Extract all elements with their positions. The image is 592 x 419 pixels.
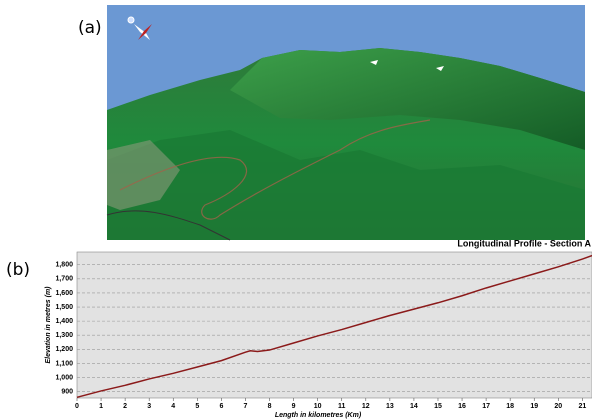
y-tick-label: 1,300 [55, 332, 73, 339]
figure: (a) (b) Longitudinal Profile - Section A… [0, 0, 592, 419]
terrain-image [107, 5, 585, 240]
y-tick-label: 1,200 [55, 346, 73, 353]
x-tick-label: 5 [195, 403, 199, 410]
x-tick-label: 11 [338, 403, 346, 410]
x-tick-label: 7 [244, 403, 248, 410]
y-tick-label: 1,700 [55, 276, 73, 283]
x-tick-label: 15 [434, 403, 442, 410]
y-tick-label: 900 [61, 388, 73, 395]
y-tick-label: 1,400 [55, 318, 73, 325]
x-tick-label: 4 [171, 403, 175, 410]
x-tick-label: 1 [99, 403, 103, 410]
x-axis-title: Length in kilometres (Km) [275, 412, 362, 419]
x-tick-label: 21 [578, 403, 586, 410]
panel-label: (a) [78, 18, 102, 38]
x-tick-label: 13 [386, 403, 394, 410]
x-tick-label: 6 [219, 403, 223, 410]
x-tick-label: 2 [123, 403, 127, 410]
x-tick-label: 17 [482, 403, 490, 410]
y-tick-label: 1,500 [55, 304, 73, 311]
chart-title: Longitudinal Profile - Section A [457, 238, 591, 248]
y-tick-label: 1,100 [55, 360, 73, 367]
x-tick-label: 9 [292, 403, 296, 410]
plot-area [77, 252, 592, 398]
x-tick-label: 8 [268, 403, 272, 410]
y-axis-title: Elevation in metres (m) [45, 286, 52, 364]
x-tick-label: 20 [554, 403, 562, 410]
y-tick-label: 1,800 [55, 262, 73, 269]
x-tick-label: 16 [458, 403, 466, 410]
y-tick-label: 1,600 [55, 290, 73, 297]
x-tick-label: 18 [506, 403, 514, 410]
x-tick-label: 12 [362, 403, 370, 410]
x-tick-label: 19 [530, 403, 538, 410]
x-tick-label: 14 [410, 403, 418, 410]
panel-label: (b) [6, 260, 30, 280]
y-tick-label: 1,000 [55, 374, 73, 381]
x-tick-label: 3 [147, 403, 151, 410]
x-tick-label: 0 [75, 403, 79, 410]
x-tick-label: 10 [314, 403, 322, 410]
